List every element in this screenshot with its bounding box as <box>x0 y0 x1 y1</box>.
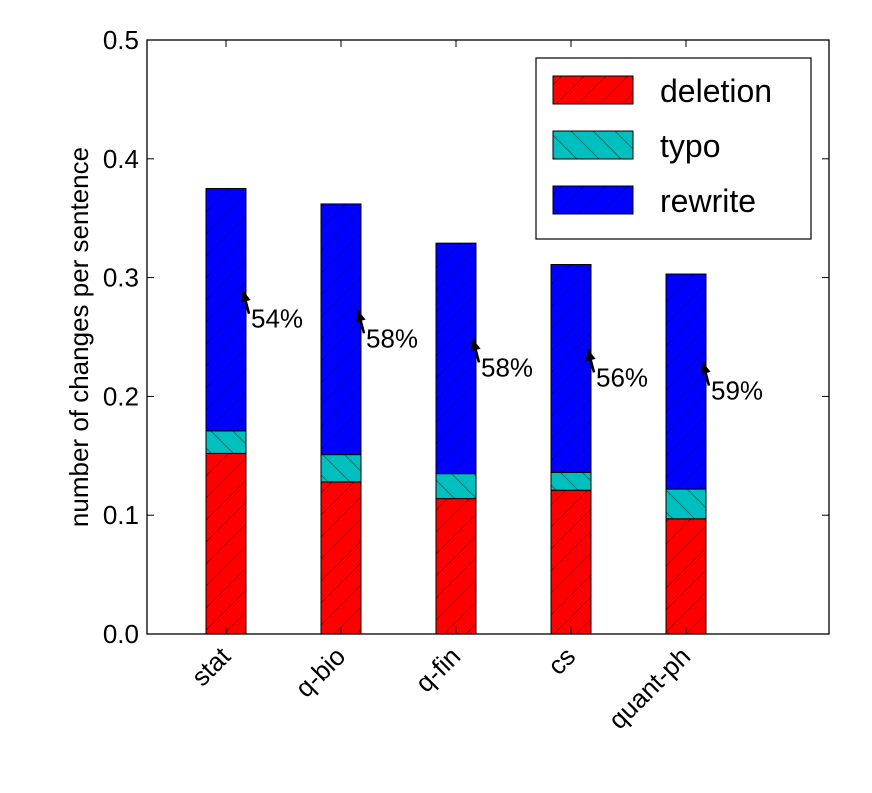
bar-segment-hatch <box>321 203 361 455</box>
plot-frame <box>146 39 830 635</box>
annotation-arrow-head <box>700 362 711 375</box>
annotation-label: 56% <box>596 362 648 392</box>
bar-segment-hatch <box>321 454 361 482</box>
bar-segment-hatch <box>206 453 246 634</box>
annotation-label: 58% <box>366 323 418 353</box>
legend-label: deletion <box>660 73 772 109</box>
bar-segment-hatch <box>206 188 246 431</box>
bars-group <box>205 188 707 635</box>
bar-segment-hatch <box>666 489 706 519</box>
annotation-arrow-head <box>585 349 596 362</box>
x-tick-label: q-fin <box>409 641 466 698</box>
y-tick-label: 0.5 <box>103 25 139 55</box>
legend-label: typo <box>660 128 720 164</box>
bar-segment-hatch <box>666 274 706 490</box>
bar-segment-hatch <box>551 264 591 473</box>
bar-segment-hatch <box>206 430 246 454</box>
legend-swatch-hatch <box>553 186 633 214</box>
x-tick-label: q-bio <box>289 641 351 703</box>
y-tick-label: 0.1 <box>103 500 139 530</box>
annotation-arrow-head <box>355 310 366 323</box>
bar-segment-hatch <box>551 490 591 634</box>
bar-segment-hatch <box>666 518 706 634</box>
x-tick-label: stat <box>185 640 236 691</box>
y-axis: 0.0 0.1 0.2 0.3 0.4 0.5 <box>103 25 829 649</box>
legend-swatch-hatch <box>553 76 633 104</box>
annotations-group: 54% 58% 58% 56% 59% <box>240 290 763 406</box>
bar-segment-hatch <box>436 498 476 634</box>
y-tick-label: 0.0 <box>103 619 139 649</box>
annotation-arrow-head <box>240 290 251 303</box>
legend: deletion typo rewrite <box>535 57 812 240</box>
y-tick-label: 0.2 <box>103 381 139 411</box>
bar-segment-hatch <box>321 481 361 634</box>
annotation-label: 58% <box>481 352 533 382</box>
legend-swatch-hatch <box>553 131 633 159</box>
annotation-arrow-head <box>470 339 481 352</box>
bar-segment-hatch <box>436 243 476 474</box>
annotation-label: 54% <box>251 304 303 334</box>
bar-segment-hatch <box>551 472 591 491</box>
x-tick-label: cs <box>542 641 582 681</box>
annotation-label: 59% <box>711 376 763 406</box>
x-tick-label: quant-ph <box>602 641 696 735</box>
y-tick-label: 0.3 <box>103 263 139 293</box>
y-tick-label: 0.4 <box>103 144 139 174</box>
bar-segment-hatch <box>436 473 476 499</box>
y-axis-label: number of changes per sentence <box>64 147 94 527</box>
legend-label: rewrite <box>660 183 756 219</box>
